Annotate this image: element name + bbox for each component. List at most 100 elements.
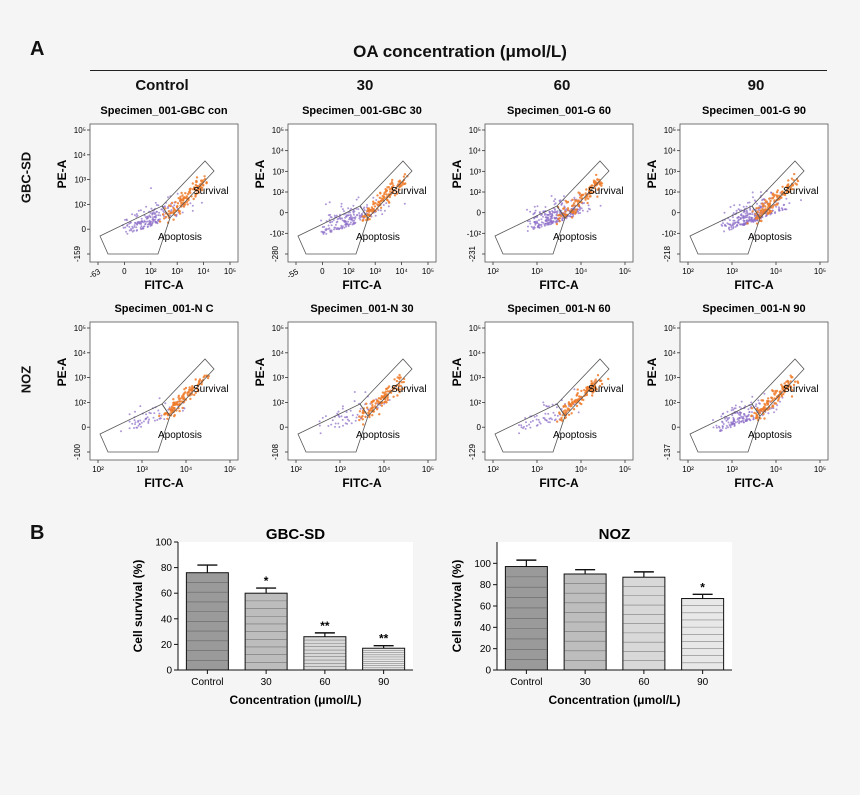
apoptosis-gate (689, 205, 761, 255)
apoptosis-event (151, 221, 154, 224)
survival-event (787, 179, 790, 182)
survival-event (399, 384, 402, 388)
apoptosis-event (158, 412, 161, 415)
survival-event (180, 191, 183, 195)
apoptosis-event (549, 417, 552, 420)
y-tick-label: 10³ (74, 176, 86, 185)
apoptosis-event (150, 187, 152, 190)
apoptosis-event (352, 222, 355, 225)
apoptosis-event (131, 225, 134, 228)
apoptosis-event (544, 222, 547, 225)
apoptosis-event (555, 406, 558, 409)
x-tick-label: 10² (487, 465, 499, 474)
apoptosis-event (140, 421, 143, 424)
survival-event (200, 383, 203, 386)
apoptosis-event (728, 219, 731, 222)
apoptosis-event (742, 415, 745, 418)
survival-event (195, 176, 199, 179)
x-tick-label: 30 (580, 677, 592, 688)
apoptosis-event (748, 417, 751, 420)
apoptosis-gate-label: Apoptosis (748, 232, 792, 243)
apoptosis-event (730, 423, 733, 426)
apoptosis-event (157, 214, 160, 217)
survival-event (764, 208, 767, 211)
y-axis-label: PE-A (253, 357, 267, 386)
apoptosis-event (403, 202, 406, 205)
apoptosis-gate-label: Apoptosis (356, 232, 400, 243)
y-tick-label: 20 (480, 644, 492, 655)
survival-event (580, 389, 583, 393)
survival-event (783, 385, 786, 389)
apoptosis-event (353, 213, 355, 216)
y-tick-label: 10⁴ (272, 349, 285, 358)
apoptosis-event (163, 211, 166, 214)
survival-event (600, 182, 604, 185)
apoptosis-event (534, 209, 537, 212)
apoptosis-event (734, 225, 737, 228)
survival-event (378, 196, 381, 199)
apoptosis-event (722, 222, 724, 225)
apoptosis-event (135, 426, 138, 429)
y-tick-label: 10³ (469, 167, 481, 176)
survival-event (776, 203, 779, 206)
apoptosis-event (730, 224, 733, 227)
survival-event (202, 378, 205, 382)
apoptosis-event (320, 219, 323, 222)
apoptosis-event (559, 212, 562, 215)
survival-event (170, 405, 174, 408)
apoptosis-event (747, 213, 750, 216)
apoptosis-event (520, 424, 523, 427)
survival-event (570, 412, 573, 415)
apoptosis-event (736, 221, 739, 224)
x-tick-label: 0 (122, 267, 127, 276)
apoptosis-event (725, 424, 728, 427)
apoptosis-event (560, 408, 563, 410)
survival-event (572, 408, 576, 411)
apoptosis-event (337, 410, 340, 413)
survival-event (378, 413, 381, 416)
survival-event (186, 391, 190, 394)
flow-plot-title: Specimen_001-N 90 (702, 303, 805, 315)
apoptosis-event (158, 211, 161, 214)
flow-cytometry-plots: Specimen_001-GBC con -159 0 10² 10³ 10⁴ 10⁵ -63… (55, 105, 829, 490)
apoptosis-event (730, 409, 733, 412)
apoptosis-event (524, 417, 527, 419)
apoptosis-event (538, 226, 541, 229)
apoptosis-event (328, 218, 331, 221)
survival-event (192, 197, 195, 201)
y-tick-label: 0 (166, 666, 172, 677)
apoptosis-event (540, 223, 543, 226)
y-tick-label: 0 (477, 423, 482, 432)
survival-event (382, 197, 385, 200)
apoptosis-event (149, 225, 152, 227)
apoptosis-event (758, 402, 761, 405)
survival-event (783, 391, 786, 394)
apoptosis-event (334, 425, 336, 428)
survival-event (761, 202, 764, 205)
apoptosis-event (529, 222, 532, 225)
survival-event (192, 386, 195, 390)
x-tick-label: 10⁴ (395, 267, 408, 276)
survival-event (599, 379, 602, 383)
y-tick-label: 0 (672, 209, 677, 218)
survival-event (791, 184, 794, 187)
apoptosis-event (149, 412, 152, 415)
apoptosis-event (776, 404, 779, 407)
survival-event (773, 199, 776, 202)
apoptosis-event (740, 400, 743, 403)
apoptosis-event (337, 422, 340, 425)
apoptosis-event (529, 421, 532, 423)
survival-event (386, 398, 389, 402)
survival-event (205, 181, 208, 184)
apoptosis-event (388, 399, 391, 401)
apoptosis-event (715, 424, 718, 427)
flow-plot-frame (679, 321, 829, 461)
x-tick-label: 10⁵ (422, 465, 434, 474)
survival-event (575, 208, 578, 211)
apoptosis-event (135, 215, 138, 218)
survival-event (746, 222, 749, 225)
survival-event (593, 380, 596, 383)
survival-event (175, 205, 179, 208)
apoptosis-event (334, 223, 337, 226)
apoptosis-event (329, 213, 332, 216)
